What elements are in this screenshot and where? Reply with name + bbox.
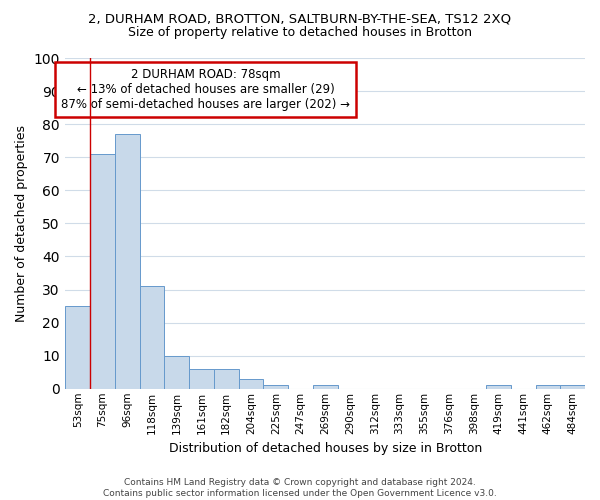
Bar	[214, 369, 239, 389]
Bar	[239, 379, 263, 389]
Y-axis label: Number of detached properties: Number of detached properties	[15, 125, 28, 322]
X-axis label: Distribution of detached houses by size in Brotton: Distribution of detached houses by size …	[169, 442, 482, 455]
Bar	[560, 386, 585, 389]
Bar	[263, 386, 288, 389]
Text: 2, DURHAM ROAD, BROTTON, SALTBURN-BY-THE-SEA, TS12 2XQ: 2, DURHAM ROAD, BROTTON, SALTBURN-BY-THE…	[88, 12, 512, 26]
Bar	[536, 386, 560, 389]
Bar	[115, 134, 140, 389]
Text: Contains HM Land Registry data © Crown copyright and database right 2024.
Contai: Contains HM Land Registry data © Crown c…	[103, 478, 497, 498]
Text: Size of property relative to detached houses in Brotton: Size of property relative to detached ho…	[128, 26, 472, 39]
Bar	[164, 356, 189, 389]
Bar	[313, 386, 338, 389]
Bar	[65, 306, 90, 389]
Bar	[140, 286, 164, 389]
Bar	[189, 369, 214, 389]
Bar	[486, 386, 511, 389]
Text: 2 DURHAM ROAD: 78sqm
← 13% of detached houses are smaller (29)
87% of semi-detac: 2 DURHAM ROAD: 78sqm ← 13% of detached h…	[61, 68, 350, 111]
Bar	[90, 154, 115, 389]
